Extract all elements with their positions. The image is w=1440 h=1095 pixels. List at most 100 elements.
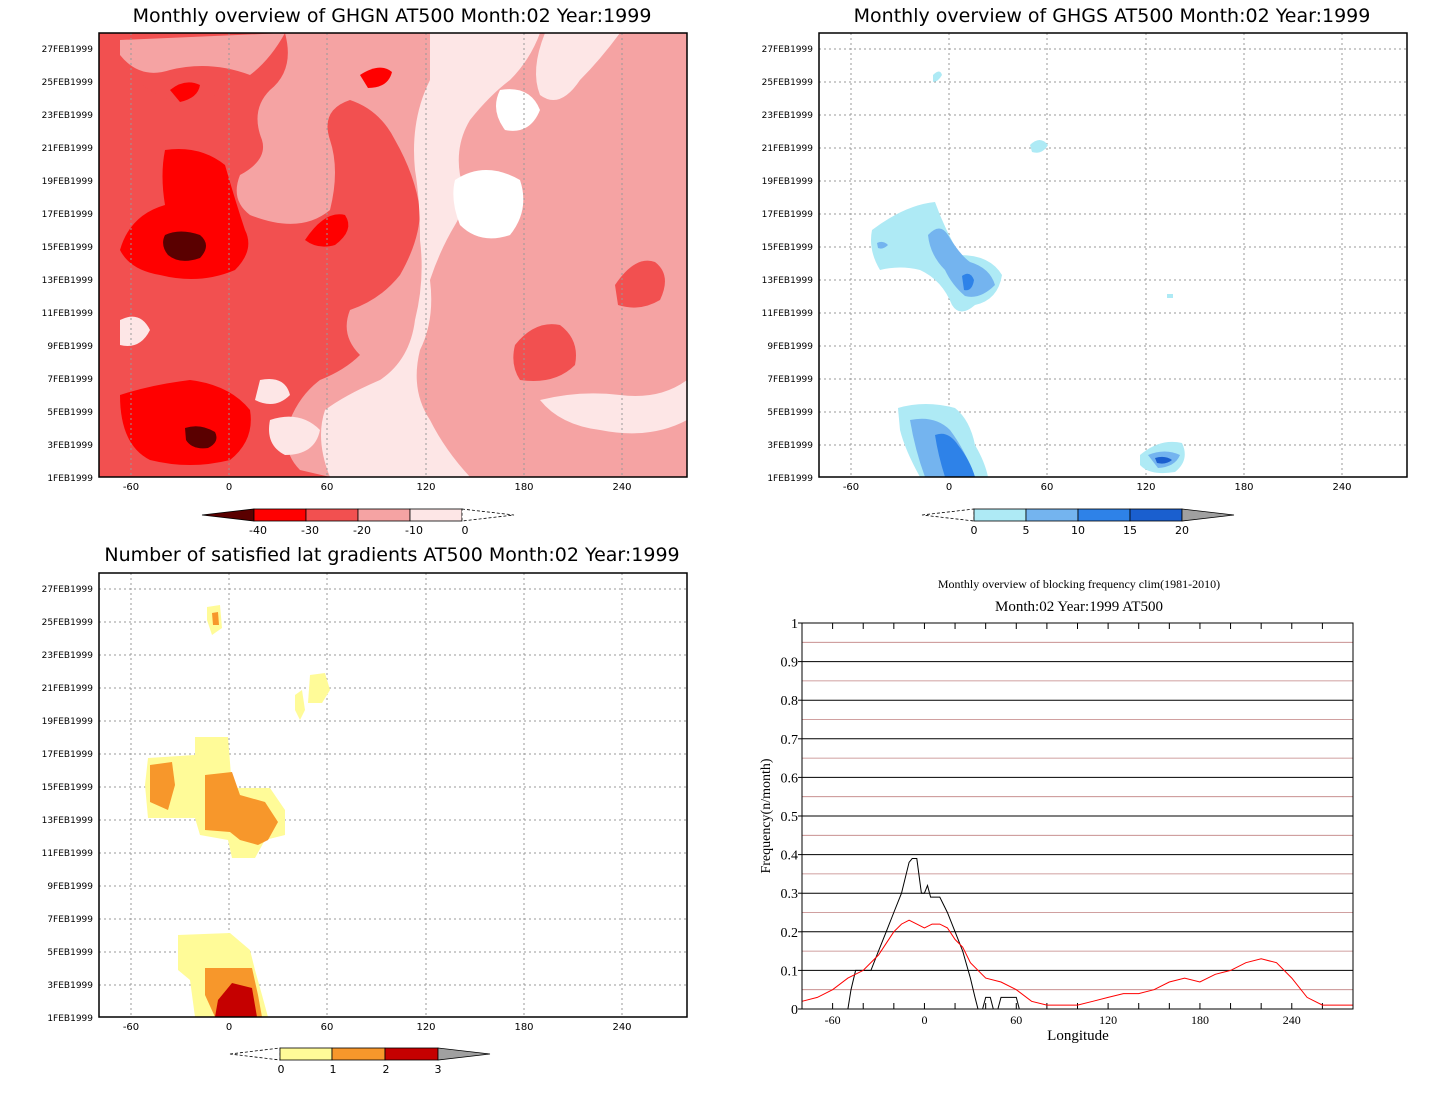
latgrad-region-1e [295, 690, 305, 720]
freq-ytick-label: 1 [791, 617, 798, 632]
latgrad-cbar-label: 1 [330, 1063, 337, 1076]
freq-ytick-label: 0.1 [781, 964, 799, 979]
freq-ytick-label: 0.3 [781, 887, 799, 902]
ghgs-ytick: 27FEB1999 [762, 45, 814, 55]
ghgs-cbar-label: 0 [971, 524, 978, 537]
ghgs-cbar-seg [973, 508, 1027, 522]
latgrad-cbar-seg [279, 1047, 333, 1061]
ghgs-cbar-seg [1077, 508, 1131, 522]
ghgn-ytick: 21FEB1999 [42, 144, 94, 154]
ghgn-ytick: 13FEB1999 [42, 276, 94, 286]
freq-gridlines [802, 641, 1353, 991]
ghgn-grid [130, 33, 623, 477]
freq-xtick-label: 240 [1283, 1013, 1301, 1027]
ghgn-cbar-seg [201, 508, 255, 522]
latgrad-field [145, 605, 330, 1017]
ghgn-region-40a [120, 149, 249, 279]
ghgs-xtick: 240 [1332, 482, 1351, 493]
ghgs-xtick: 120 [1136, 482, 1155, 493]
ghgs-xtick: 60 [1041, 482, 1054, 493]
ghgs-region-10d [877, 241, 888, 249]
ghgn-xtick: 60 [321, 482, 334, 493]
ghgn-ytick: 27FEB1999 [42, 45, 94, 55]
ghgn-region-10b [536, 33, 620, 100]
ghgs-region-10a [928, 228, 995, 297]
latgrad-colorbar: 0 1 2 3 [229, 1047, 491, 1076]
ghgs-xtick: -60 [843, 482, 859, 493]
freq-ytick-label: 0.9 [781, 656, 799, 671]
ghgs-ytick: 3FEB1999 [767, 441, 813, 451]
latgrad-y-ticks: 27FEB1999 25FEB1999 23FEB1999 21FEB1999 … [42, 585, 94, 1024]
latgrad-xtick: 60 [321, 1022, 334, 1033]
ghgn-xtick: 120 [416, 482, 435, 493]
ghgn-region-40b [120, 380, 251, 465]
freq-xtick-label: 0 [921, 1013, 927, 1027]
ghgs-ytick: 17FEB1999 [762, 210, 814, 220]
ghgn-ytick: 3FEB1999 [47, 441, 93, 451]
freq-title: Monthly overview of blocking frequency c… [938, 577, 1220, 591]
ghgn-region-40e [360, 67, 392, 88]
latgrad-ytick: 3FEB1999 [47, 981, 93, 991]
ghgs-region-5f [1167, 294, 1173, 298]
freq-x-ticks: -60 0 60 120 180 240 [825, 623, 1354, 1027]
freq-xtick-label: 120 [1099, 1013, 1117, 1027]
latgrad-ytick: 11FEB1999 [42, 849, 94, 859]
latgrad-region-3c [215, 983, 257, 1017]
ghgs-ytick: 25FEB1999 [762, 78, 814, 88]
ghgs-frame [818, 32, 1408, 478]
ghgs-cbar-label: 10 [1071, 524, 1085, 537]
ghgs-x-ticks: -60 0 60 120 180 240 [843, 482, 1352, 493]
ghgn-xtick: -60 [123, 482, 139, 493]
freq-series-line-1 [801, 919, 1353, 1006]
ghgs-cbar-seg [1181, 508, 1235, 522]
ghgn-region-min-b [185, 426, 217, 449]
ghgn-cbar-label: -20 [353, 524, 371, 537]
ghgs-cbar-label: 5 [1023, 524, 1030, 537]
latgrad-cbar-seg [331, 1047, 386, 1061]
ghgs-ytick: 13FEB1999 [762, 276, 814, 286]
latgrad-region-1d [308, 673, 330, 703]
latgrad-frame [98, 572, 688, 1018]
ghgn-region-10f [540, 380, 687, 434]
ghgs-xtick: 180 [1234, 482, 1253, 493]
ghgs-y-ticks: 27FEB1999 25FEB1999 23FEB1999 21FEB1999 … [762, 45, 814, 484]
latgrad-region-2b [205, 772, 278, 845]
freq-xlabel: Longitude [1047, 1028, 1109, 1044]
ghgs-field [871, 71, 1185, 477]
ghgs-panel: Monthly overview of GHGS AT500 Month:02 … [720, 0, 1440, 545]
ghgs-cbar-label: 20 [1175, 524, 1189, 537]
ghgn-cbar-seg [357, 508, 411, 522]
latgrad-ytick: 25FEB1999 [42, 618, 94, 628]
ghgs-region-5d [933, 71, 942, 82]
ghgs-ytick: 5FEB1999 [767, 408, 813, 418]
freq-ylabel: Frequency(n/month) [759, 758, 774, 873]
freq-frame [801, 622, 1354, 1010]
ghgs-ytick: 15FEB1999 [762, 243, 814, 253]
ghgs-xtick: 0 [946, 482, 952, 493]
latgrad-xtick: 0 [226, 1022, 232, 1033]
latgrad-xtick: 240 [612, 1022, 631, 1033]
freq-y-ticks: 0 0.1 0.2 0.3 0.4 0.5 0.6 0.7 0.8 0.9 1 [781, 617, 802, 1018]
ghgn-region-30c [513, 324, 576, 381]
ghgs-chart: Monthly overview of GHGS AT500 Month:02 … [762, 5, 1408, 537]
ghgn-ytick: 11FEB1999 [42, 309, 94, 319]
ghgs-title: Monthly overview of GHGS AT500 Month:02 … [854, 5, 1371, 27]
ghgn-ytick: 7FEB1999 [47, 375, 93, 385]
ghgs-cbar-seg [1025, 508, 1079, 522]
freq-ytick-label: 0 [791, 1003, 798, 1018]
ghgn-region-min-a [163, 231, 206, 261]
ghgs-ytick: 21FEB1999 [762, 144, 814, 154]
freq-ytick-label: 0.8 [781, 694, 799, 709]
ghgn-region-30d [615, 260, 665, 308]
freq-panel: Monthly overview of blocking frequency c… [720, 560, 1440, 1091]
latgrad-cbar-label: 3 [435, 1063, 442, 1076]
latgrad-ytick: 17FEB1999 [42, 750, 94, 760]
latgrad-panel: Number of satisfied lat gradients AT500 … [0, 540, 720, 1091]
latgrad-ytick: 15FEB1999 [42, 783, 94, 793]
ghgn-cbar-label: -10 [405, 524, 423, 537]
ghgn-y-ticks: 27FEB1999 25FEB1999 23FEB1999 21FEB1999 … [42, 45, 94, 484]
freq-ytick-label: 0.4 [781, 849, 799, 864]
ghgn-region-20a [120, 33, 285, 75]
latgrad-cbar-seg [229, 1047, 281, 1061]
latgrad-xtick: 120 [416, 1022, 435, 1033]
